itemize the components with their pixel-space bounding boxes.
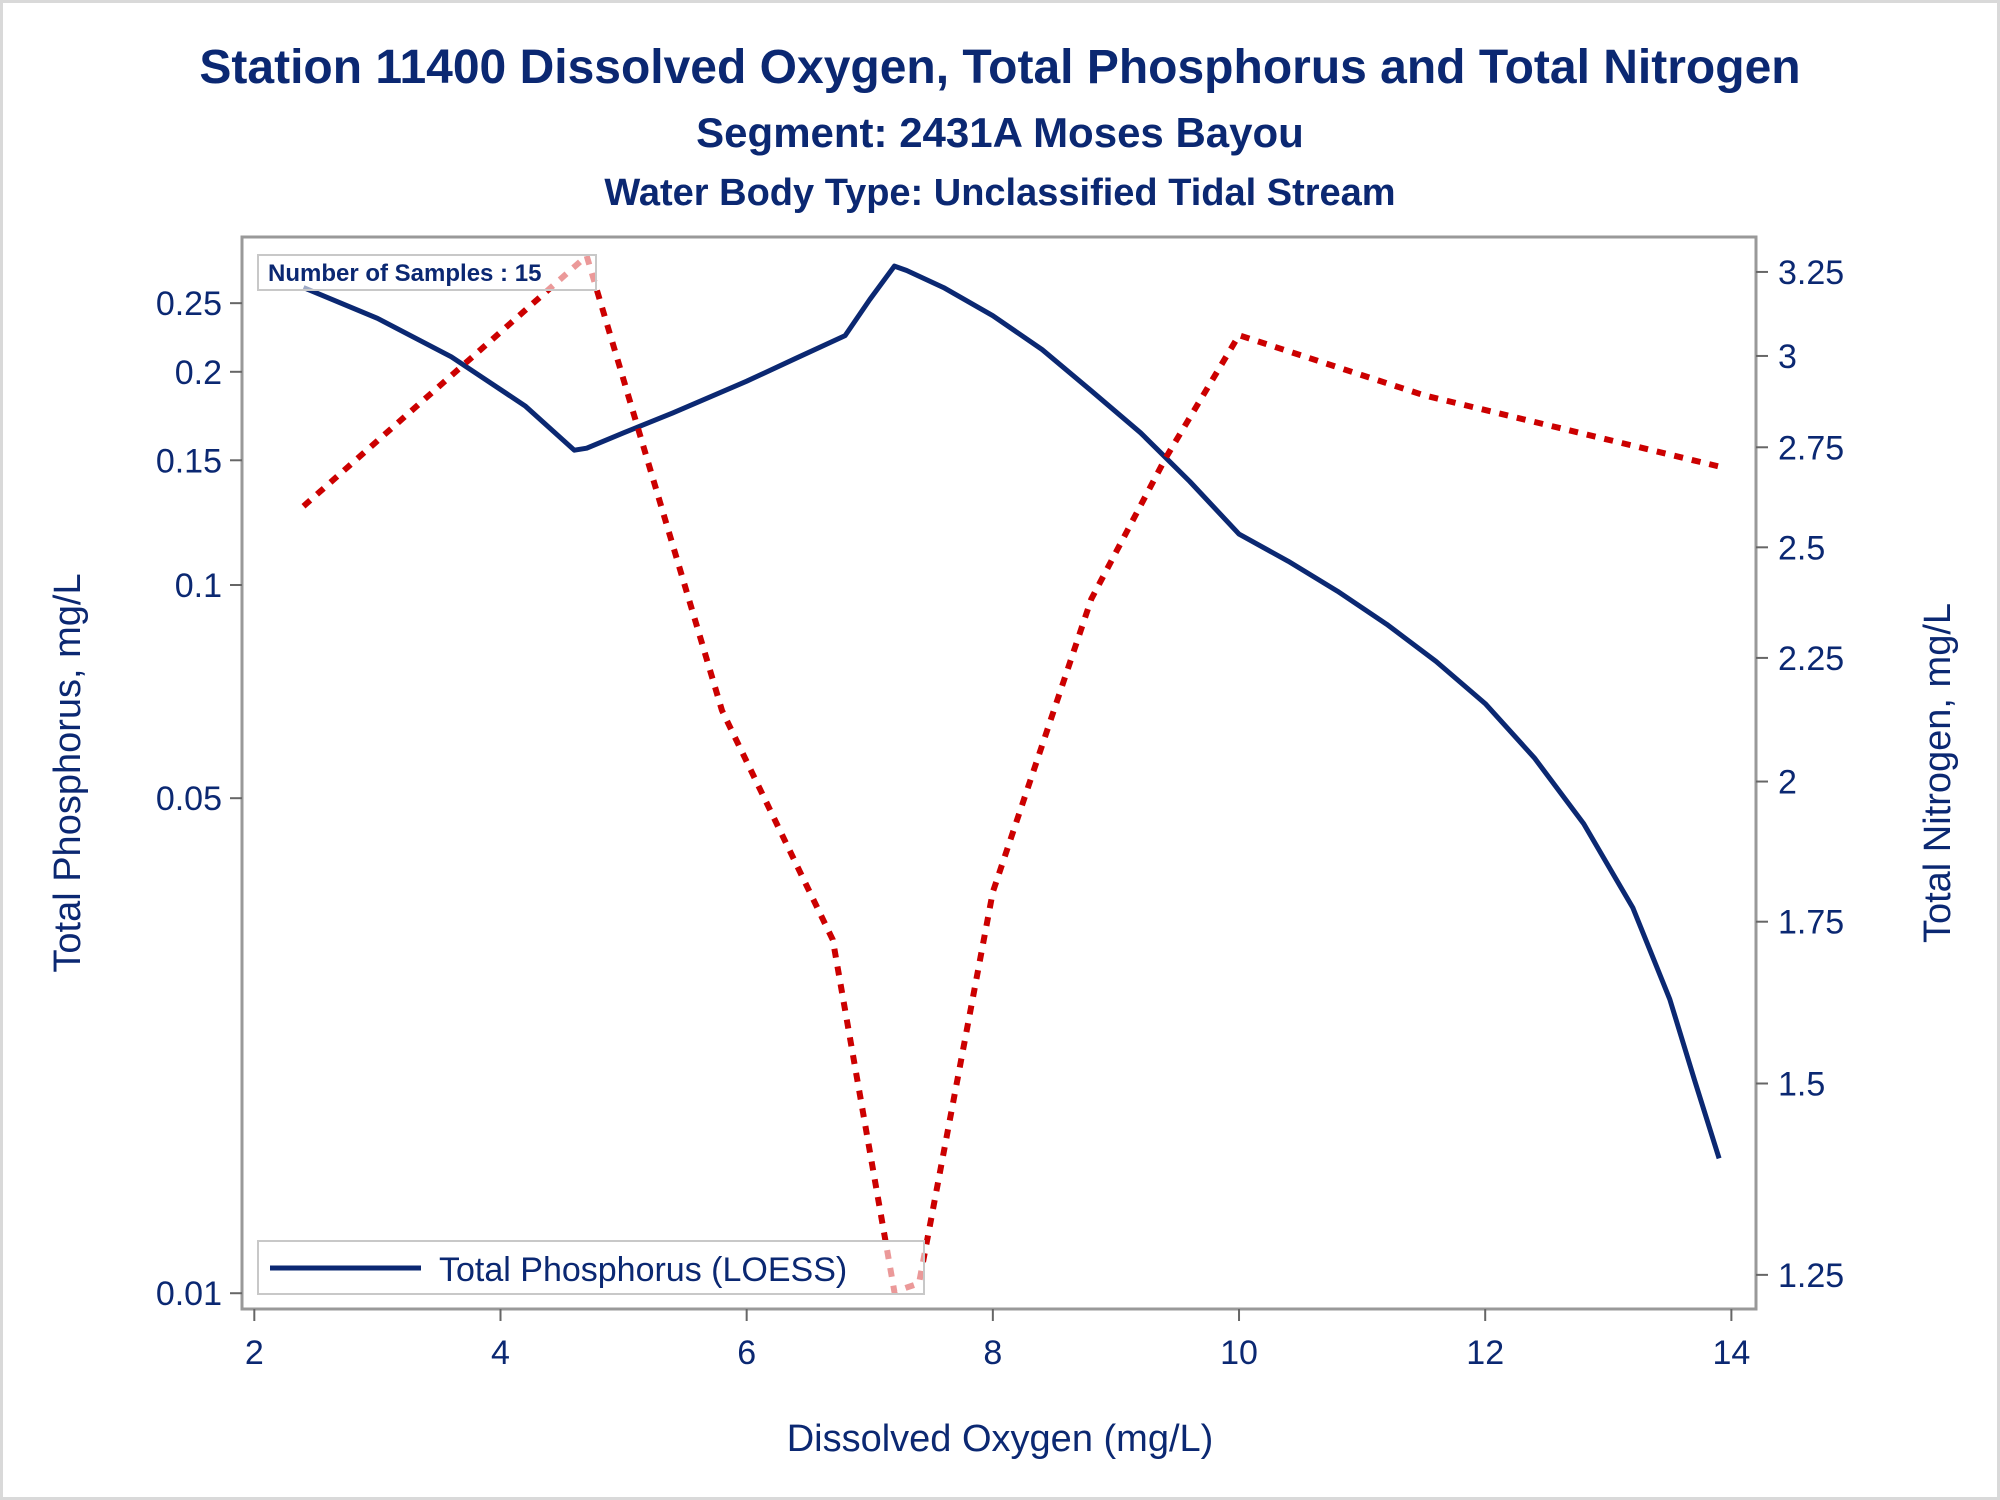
plot-area bbox=[240, 235, 1758, 1311]
y-right-tick-label: 2.5 bbox=[1778, 529, 1825, 567]
x-tick-label: 14 bbox=[1712, 1334, 1750, 1372]
y-right-tick-label: 2 bbox=[1778, 764, 1797, 802]
series-layer bbox=[301, 252, 1722, 1295]
x-tick-label: 4 bbox=[491, 1334, 510, 1372]
y-axis-left-label: Total Phosphorus, mg/L bbox=[47, 573, 89, 972]
y-axis-right: 3.25 3 2.75 2.5 2.25 2 1.75 1.5 1.25 bbox=[1756, 254, 1844, 1295]
y-left-tick-label: 0.15 bbox=[156, 442, 222, 480]
y-right-tick-label: 3 bbox=[1778, 338, 1797, 376]
y-left-tick-label: 0.2 bbox=[175, 354, 222, 392]
x-axis-label: Dissolved Oxygen (mg/L) bbox=[787, 1418, 1214, 1460]
y-left-tick-label: 0.01 bbox=[156, 1275, 222, 1313]
y-right-tick-label: 3.25 bbox=[1778, 254, 1844, 292]
sample-count-text: Number of Samples : 15 bbox=[268, 260, 541, 287]
y-axis-left: 0.25 0.2 0.15 0.1 0.05 0.01 bbox=[156, 285, 242, 1313]
x-axis: 2 4 6 8 10 12 14 bbox=[245, 1309, 1750, 1372]
chart-subtitle: Segment: 2431A Moses Bayou bbox=[696, 109, 1304, 156]
y-axis-right-label: Total Nitrogen, mg/L bbox=[1917, 603, 1959, 943]
x-tick-label: 12 bbox=[1466, 1334, 1504, 1372]
x-tick-label: 10 bbox=[1220, 1334, 1258, 1372]
sample-count-box bbox=[257, 254, 597, 291]
y-right-tick-label: 2.25 bbox=[1778, 640, 1844, 678]
y-right-tick-label: 1.75 bbox=[1778, 904, 1844, 942]
y-right-tick-label: 1.25 bbox=[1778, 1257, 1844, 1295]
chart-title: Station 11400 Dissolved Oxygen, Total Ph… bbox=[199, 41, 1800, 94]
y-right-tick-label: 2.75 bbox=[1778, 429, 1844, 467]
x-tick-label: 6 bbox=[737, 1334, 756, 1372]
series-line-total-nitrogen bbox=[301, 252, 1720, 1295]
y-left-tick-label: 0.1 bbox=[175, 567, 222, 605]
x-tick-label: 8 bbox=[983, 1334, 1002, 1372]
x-tick-label: 2 bbox=[245, 1334, 264, 1372]
legend-label: Total Phosphorus (LOESS) bbox=[439, 1251, 847, 1289]
series-line-total-phosphorus bbox=[302, 263, 1722, 1160]
y-left-tick-label: 0.05 bbox=[156, 780, 222, 818]
y-left-tick-label: 0.25 bbox=[156, 285, 222, 323]
y-right-tick-label: 1.5 bbox=[1778, 1065, 1825, 1103]
chart-subtitle-2: Water Body Type: Unclassified Tidal Stre… bbox=[604, 172, 1395, 214]
